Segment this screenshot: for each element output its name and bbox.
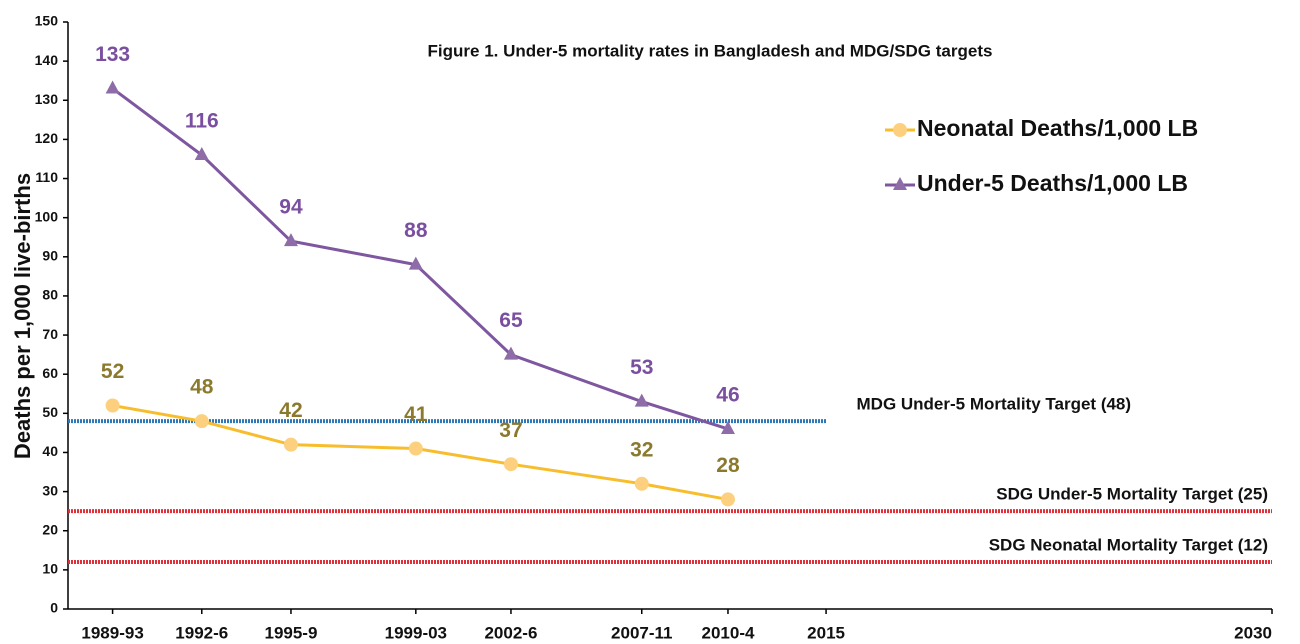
point	[634, 476, 649, 491]
point	[503, 346, 518, 360]
data-label: 48	[190, 376, 214, 399]
data-label: 41	[404, 403, 428, 426]
y-tick-label: 150	[35, 13, 59, 29]
x-tick-label: 1999-03	[385, 623, 447, 642]
x-tick-label: 2010-4	[702, 623, 755, 642]
data-label: 42	[279, 399, 302, 422]
point	[194, 414, 209, 429]
data-label: 94	[279, 196, 303, 219]
data-label: 46	[716, 384, 739, 407]
y-tick-label: 10	[42, 561, 58, 577]
point	[634, 393, 649, 407]
point	[194, 147, 209, 161]
y-tick-label: 80	[42, 287, 58, 303]
point	[283, 233, 298, 247]
x-tick-label: 2002-6	[484, 623, 537, 642]
point	[408, 441, 423, 456]
y-tick-label: 40	[42, 443, 58, 459]
y-tick-label: 130	[35, 91, 59, 107]
y-tick-label: 20	[42, 521, 58, 537]
y-tick-label: 70	[42, 326, 58, 342]
x-tick-label: 1989-93	[81, 623, 143, 642]
y-tick-label: 90	[42, 248, 58, 264]
y-tick-label: 60	[42, 365, 58, 381]
x-tick-label: 1992-6	[175, 623, 228, 642]
chart-title: Figure 1. Under-5 mortality rates in Ban…	[428, 41, 993, 60]
x-tick-label: 2015	[807, 623, 845, 642]
x-tick-label: 2030	[1234, 623, 1272, 642]
point	[720, 420, 735, 434]
point	[105, 80, 120, 94]
reference-label: SDG Neonatal Mortality Target (12)	[989, 536, 1268, 555]
x-tick-label: 1995-9	[264, 623, 317, 642]
data-label: 32	[630, 438, 653, 461]
y-tick-label: 100	[35, 208, 59, 224]
data-label: 28	[716, 454, 740, 477]
point	[283, 437, 298, 452]
reference-label: SDG Under-5 Mortality Target (25)	[996, 485, 1268, 504]
y-tick-label: 50	[42, 404, 58, 420]
data-label: 116	[185, 110, 219, 133]
data-label: 53	[630, 356, 653, 379]
point	[105, 398, 120, 413]
data-label: 88	[404, 219, 428, 242]
y-tick-label: 0	[50, 600, 58, 616]
y-tick-label: 140	[35, 52, 59, 68]
data-label: 37	[499, 419, 522, 442]
legend-label: Under-5 Deaths/1,000 LB	[917, 170, 1188, 196]
x-tick-label: 2007-11	[611, 623, 672, 642]
legend-marker	[893, 177, 907, 190]
y-tick-label: 30	[42, 482, 58, 498]
data-label: 52	[101, 360, 124, 383]
legend-marker	[893, 123, 907, 137]
y-tick-label: 110	[35, 169, 58, 185]
point	[720, 492, 735, 507]
y-tick-label: 120	[35, 130, 59, 146]
data-label: 65	[499, 309, 523, 332]
reference-label: MDG Under-5 Mortality Target (48)	[857, 395, 1132, 414]
data-label: 133	[95, 43, 130, 66]
y-axis-label: Deaths per 1,000 live-births	[10, 173, 35, 459]
point	[503, 457, 518, 472]
point	[408, 256, 423, 270]
legend-label: Neonatal Deaths/1,000 LB	[917, 115, 1198, 141]
